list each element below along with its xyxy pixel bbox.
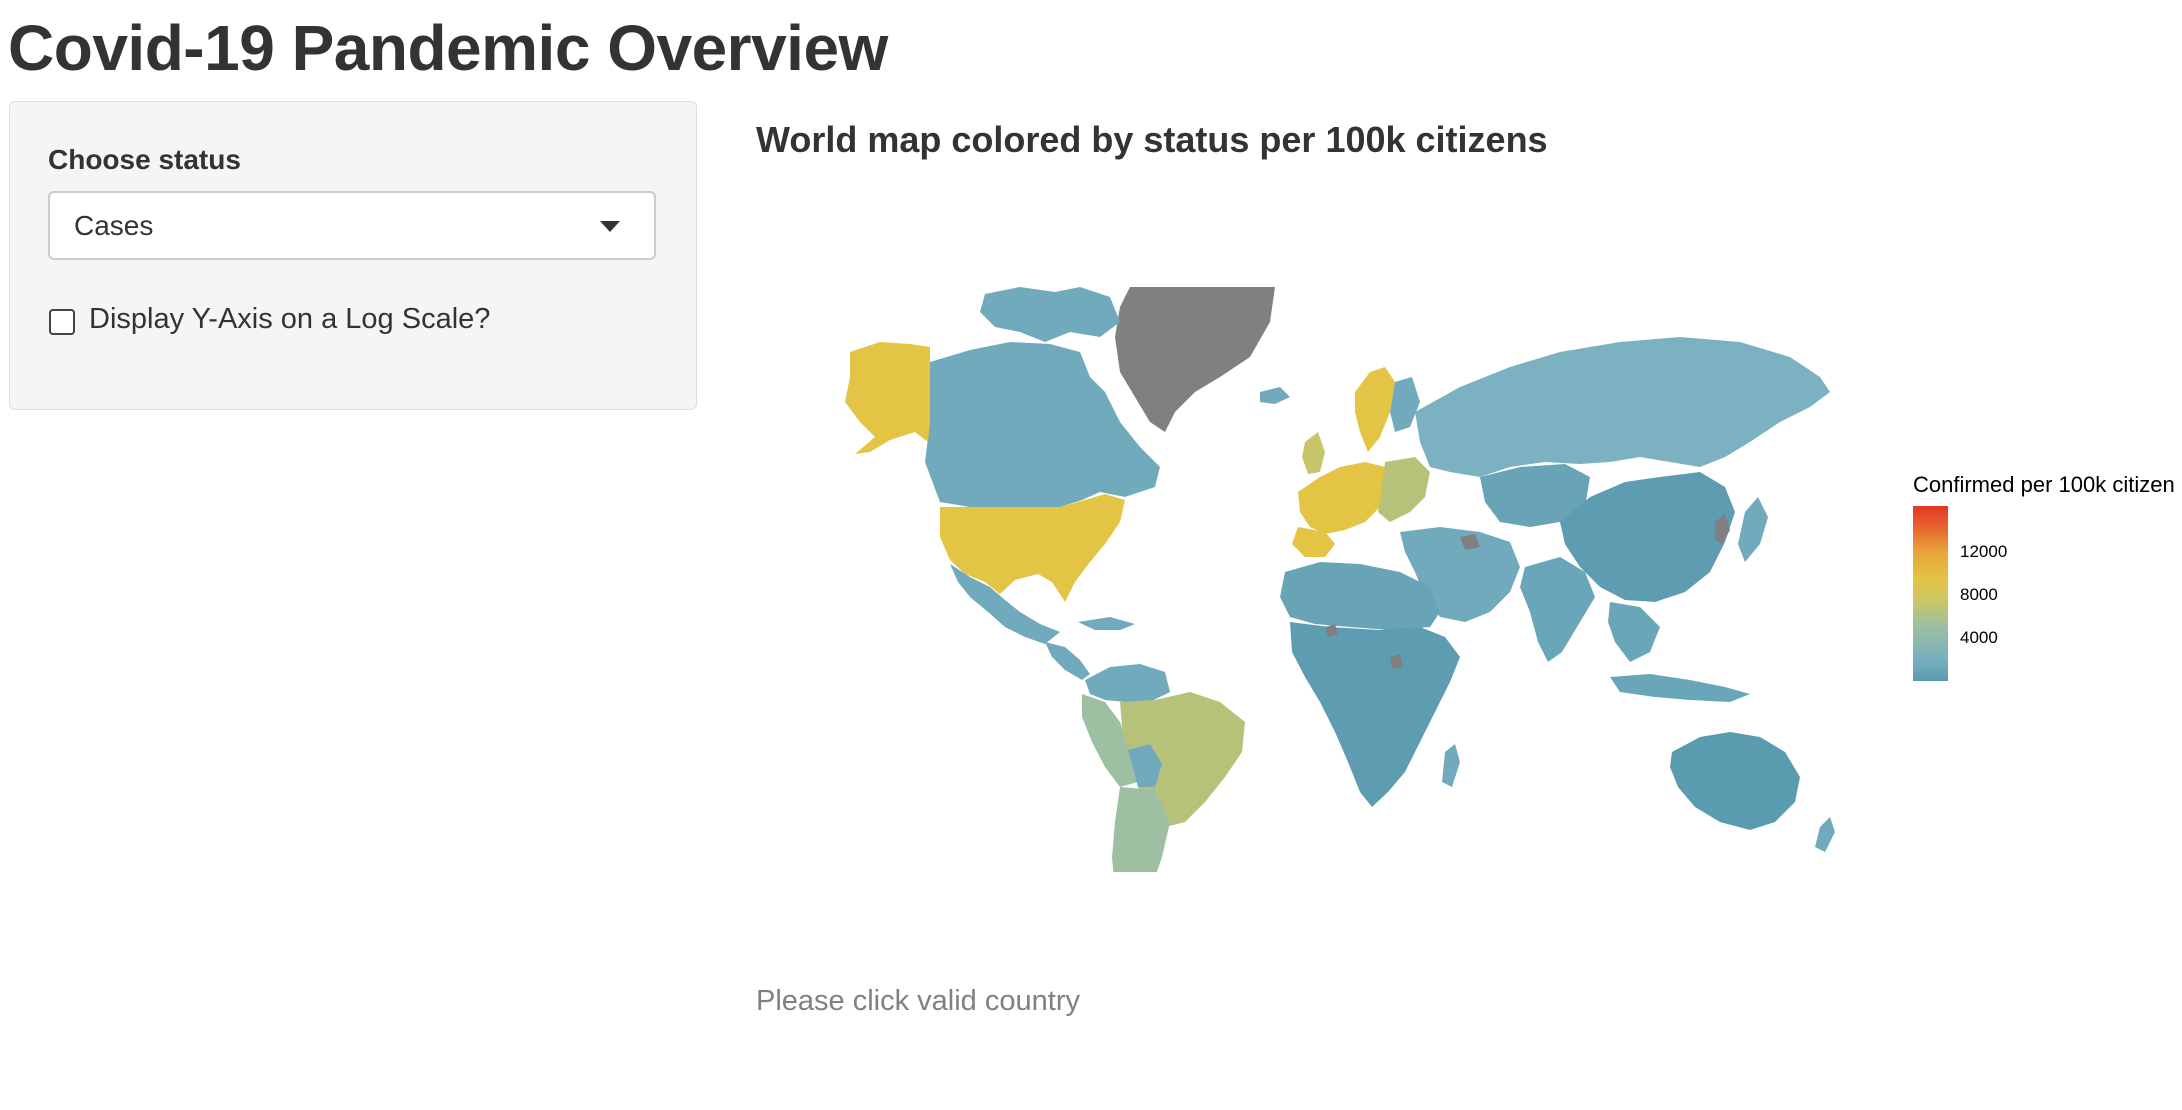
map-region-russia[interactable] <box>1415 337 1830 477</box>
map-region-iceland[interactable] <box>1260 387 1290 404</box>
map-region-no-data <box>1325 534 1480 669</box>
map-region-western-europe[interactable] <box>1298 462 1390 534</box>
map-region-sub-saharan-africa[interactable] <box>1290 622 1460 807</box>
legend-color-bar <box>1913 506 1948 681</box>
log-scale-label[interactable]: Display Y-Axis on a Log Scale? <box>89 303 491 335</box>
map-region-iberia[interactable] <box>1292 527 1335 557</box>
map-region-china[interactable] <box>1560 472 1735 602</box>
legend-title: Confirmed per 100k citizen <box>1913 472 2175 497</box>
status-select-value: Cases <box>74 210 154 241</box>
status-select[interactable]: Cases <box>48 191 656 260</box>
legend-tick <box>1948 553 1956 555</box>
legend-tick-label: 12000 <box>1960 542 2008 561</box>
map-region-madagascar[interactable] <box>1442 744 1460 787</box>
map-region-peru[interactable] <box>1082 694 1138 787</box>
legend-tick <box>1948 639 1956 641</box>
map-region-colombia-venezuela[interactable] <box>1085 664 1170 702</box>
legend-tick <box>1948 596 1956 598</box>
map-region-central-asia[interactable] <box>1480 464 1590 527</box>
map-region-southeast-asia[interactable] <box>1608 602 1660 662</box>
world-map[interactable] <box>820 282 1870 872</box>
log-scale-checkbox[interactable] <box>49 309 75 335</box>
map-region-finland[interactable] <box>1390 377 1420 432</box>
map-region-korea[interactable] <box>1715 514 1730 544</box>
status-label: Choose status <box>48 144 241 175</box>
map-title: World map colored by status per 100k cit… <box>756 119 1548 160</box>
map-region-north-africa[interactable] <box>1280 562 1440 630</box>
map-region-central-america[interactable] <box>1045 642 1090 680</box>
page-title: Covid-19 Pandemic Overview <box>8 12 888 84</box>
map-region-indonesia[interactable] <box>1610 674 1750 702</box>
sidebar-panel: Choose status Cases Display Y-Axis on a … <box>9 101 697 410</box>
map-region-japan[interactable] <box>1738 497 1768 562</box>
map-region-arctic-islands[interactable] <box>980 287 1120 342</box>
chevron-down-icon <box>600 221 620 232</box>
map-region-eastern-europe[interactable] <box>1378 457 1430 522</box>
map-region-usa[interactable] <box>940 494 1125 602</box>
map-region-new-zealand[interactable] <box>1815 817 1835 852</box>
map-region-canada[interactable] <box>925 342 1160 507</box>
click-hint: Please click valid country <box>756 985 1080 1017</box>
map-region-australia[interactable] <box>1670 732 1800 830</box>
map-region-caribbean[interactable] <box>1078 617 1135 630</box>
map-region-greenland[interactable] <box>1115 287 1275 432</box>
legend-tick-label: 4000 <box>1960 628 1998 647</box>
map-region-scandinavia[interactable] <box>1355 367 1395 452</box>
map-region-mexico[interactable] <box>950 564 1060 644</box>
map-region-bolivia[interactable] <box>1128 744 1162 787</box>
map-region-argentina[interactable] <box>1112 787 1170 872</box>
map-region-alaska[interactable] <box>845 342 930 454</box>
map-region-uk[interactable] <box>1302 432 1325 474</box>
map-region-india[interactable] <box>1520 557 1595 662</box>
legend-tick-label: 8000 <box>1960 585 1998 604</box>
